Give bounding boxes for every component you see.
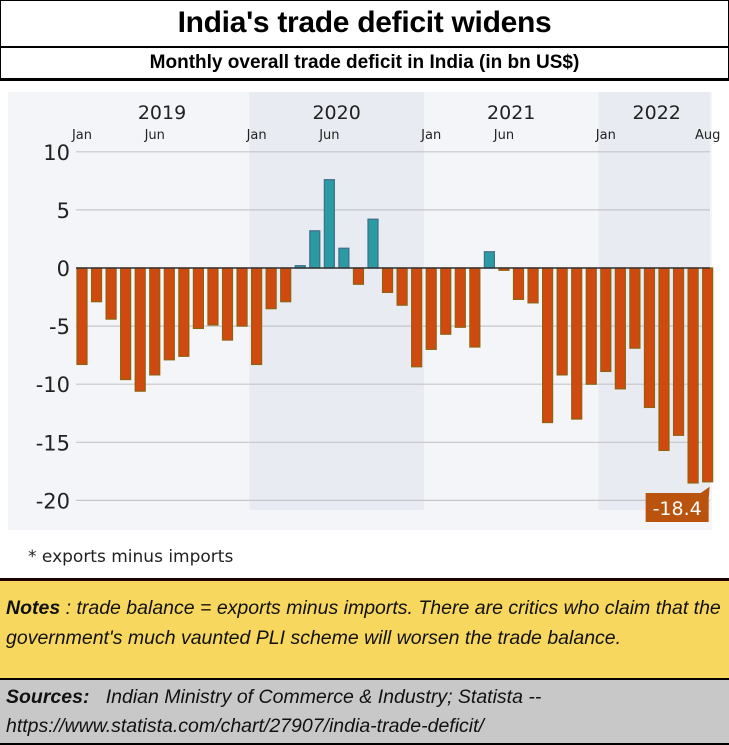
bar-2022-03 xyxy=(629,267,641,349)
sources-label: Sources: xyxy=(6,686,90,708)
month-tick-label: Jun xyxy=(493,128,514,143)
notes-text: : trade balance = exports minus imports.… xyxy=(6,597,721,649)
bar-2019-01 xyxy=(76,267,88,366)
bar-2021-11 xyxy=(571,267,583,420)
bar-2019-05 xyxy=(134,267,146,392)
notes-label: Notes xyxy=(6,597,61,619)
month-tick-label: Jan xyxy=(246,128,267,143)
sources-text: Indian Ministry of Commerce & Industry; … xyxy=(6,686,547,737)
bar-2019-08 xyxy=(178,267,190,357)
sources-box: Sources: Indian Ministry of Commerce & I… xyxy=(0,680,729,745)
bar-2021-02 xyxy=(440,267,452,335)
month-tick-label: Jan xyxy=(595,128,616,143)
bar-2021-01 xyxy=(425,267,437,350)
bar-2022-05 xyxy=(658,267,670,452)
bar-2019-11 xyxy=(221,267,234,341)
y-tick-label: 10 xyxy=(43,141,70,165)
bar-2022-06 xyxy=(672,267,685,436)
bar-2021-04 xyxy=(469,267,481,348)
bar-2020-02 xyxy=(265,267,277,310)
bar-2021-03 xyxy=(454,267,466,328)
bar-2020-07 xyxy=(338,247,350,269)
bar-2020-10 xyxy=(381,267,394,294)
bar-2022-07 xyxy=(687,267,699,484)
bar-2019-12 xyxy=(236,267,248,327)
bar-2020-06 xyxy=(323,179,335,269)
y-tick-label: 5 xyxy=(57,199,70,223)
bar-2019-09 xyxy=(192,267,204,330)
bar-chart: 10 5 0 -5 -10 -15 -20 2019 2020 2021 2022 Jan Jun Jan… xyxy=(8,92,720,567)
year-label: 2022 xyxy=(633,102,681,124)
bar-2020-09 xyxy=(367,218,379,269)
bar-2019-02 xyxy=(90,267,103,303)
bar-2020-12 xyxy=(411,267,423,368)
shaded-year-band-2020 xyxy=(249,92,424,510)
bar-2020-11 xyxy=(396,267,408,306)
year-label: 2021 xyxy=(487,102,535,124)
subtitle-bar: Monthly overall trade deficit in India (… xyxy=(0,48,729,81)
chart-footnote: * exports minus imports xyxy=(28,547,233,567)
notes-box: Notes : trade balance = exports minus im… xyxy=(0,578,729,680)
bar-2022-01 xyxy=(600,267,612,373)
month-tick-label: Jun xyxy=(144,128,165,143)
month-tick-label: Jan xyxy=(71,128,92,143)
callout-label: -18.4 xyxy=(653,498,702,520)
bar-2021-07 xyxy=(512,267,525,300)
y-tick-label: -20 xyxy=(36,489,70,513)
bar-2022-02 xyxy=(614,267,626,390)
year-label: 2020 xyxy=(312,102,360,124)
y-tick-label: 0 xyxy=(57,257,70,281)
bar-2020-08 xyxy=(352,267,365,285)
bar-2019-03 xyxy=(105,267,117,320)
bar-2020-05 xyxy=(309,230,321,269)
bar-2020-01 xyxy=(251,267,263,366)
bar-2019-07 xyxy=(163,267,175,361)
bar-2021-05 xyxy=(483,251,495,269)
chart-area: 10 5 0 -5 -10 -15 -20 2019 2020 2021 2022 Jan Jun Jan… xyxy=(0,81,729,578)
month-tick-label: Aug xyxy=(695,128,720,143)
chart-title: India's trade deficit widens xyxy=(177,6,552,39)
y-tick-label: -15 xyxy=(36,431,70,455)
bar-2022-04 xyxy=(643,267,656,409)
bar-2021-08 xyxy=(527,267,539,304)
bar-2022-08 xyxy=(702,267,714,483)
callout-box xyxy=(645,486,710,522)
bar-2019-10 xyxy=(207,267,219,326)
month-tick-label: Jun xyxy=(318,128,339,143)
month-tick-label: Jan xyxy=(420,128,441,143)
year-label: 2019 xyxy=(138,102,186,124)
bar-2019-04 xyxy=(120,267,132,381)
chart-subtitle: Monthly overall trade deficit in India (… xyxy=(149,52,580,73)
bar-2021-09 xyxy=(541,267,554,424)
bar-2021-10 xyxy=(556,267,568,376)
bar-2019-06 xyxy=(149,267,161,376)
y-tick-label: -10 xyxy=(36,373,70,397)
bar-2021-12 xyxy=(585,267,597,385)
y-tick-label: -5 xyxy=(49,315,70,339)
title-bar: India's trade deficit widens xyxy=(0,0,729,48)
bar-2020-03 xyxy=(280,267,292,303)
